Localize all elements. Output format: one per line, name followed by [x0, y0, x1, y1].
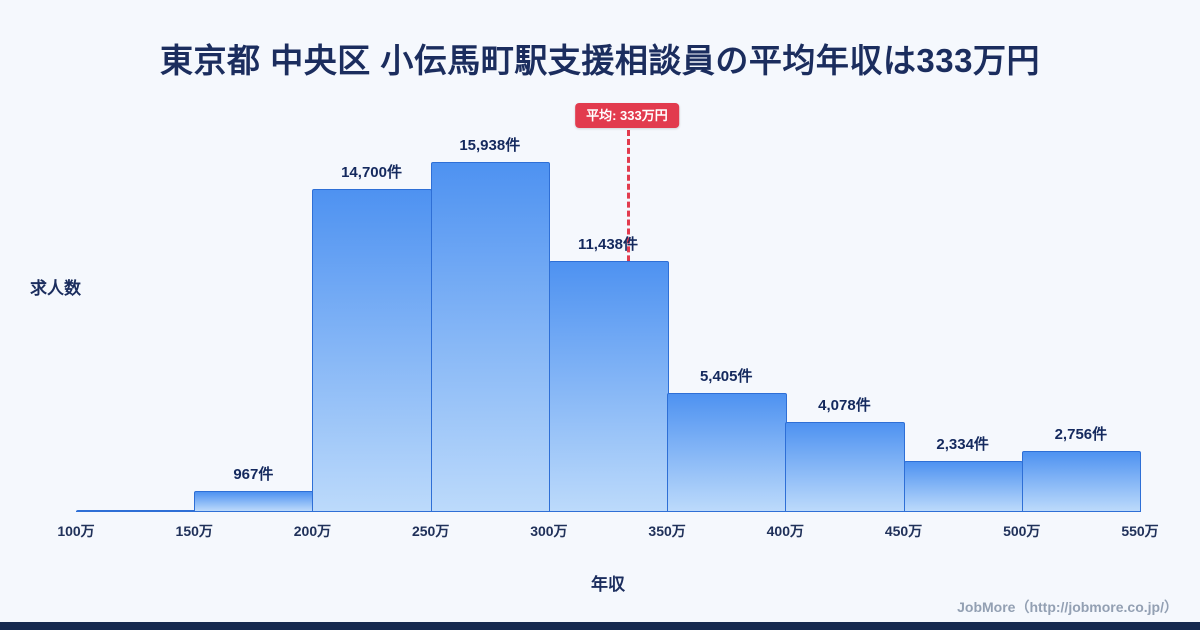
- bottom-stripe: [0, 622, 1200, 630]
- average-badge: 平均: 333万円: [575, 103, 679, 128]
- x-tick-250万: 250万: [411, 523, 450, 539]
- x-tick-100万: 100万: [57, 523, 95, 539]
- y-axis-label: 求人数: [30, 279, 81, 298]
- bar-150万-200万: [194, 490, 314, 512]
- bar-350万-400万: [667, 393, 787, 512]
- bar-value-label: 11,438件: [577, 235, 639, 253]
- x-tick-200万: 200万: [293, 523, 332, 539]
- x-tick-350万: 350万: [648, 523, 686, 539]
- bar-450万-500万: [903, 460, 1024, 512]
- bar-value-label: 14,700件: [341, 164, 402, 182]
- bar-500万-550万: [1021, 451, 1142, 512]
- bar-value-label: 15,938件: [459, 137, 521, 154]
- x-tick-450万: 450万: [884, 523, 923, 539]
- x-tick-550万: 550万: [1121, 523, 1159, 539]
- bar-100万-150万: [76, 510, 196, 512]
- x-tick-150万: 150万: [175, 523, 213, 539]
- bar-400万-450万: [785, 422, 906, 512]
- bar-value-label: 5,405件: [699, 368, 753, 386]
- bar-value-label: 2,756件: [1054, 426, 1108, 444]
- bar-value-label: 4,078件: [818, 397, 871, 415]
- bar-250万-300万: [430, 162, 551, 512]
- x-tick-500万: 500万: [1003, 523, 1041, 539]
- bar-value-label: 2,334件: [936, 435, 989, 453]
- x-tick-300万: 300万: [530, 523, 568, 539]
- footer-credit: JobMore（http://jobmore.co.jp/）: [957, 599, 1178, 615]
- bar-value-label: 967件: [233, 465, 274, 483]
- bar-200万-250万: [312, 189, 433, 512]
- x-tick-400万: 400万: [766, 523, 804, 539]
- chart-title: 東京都 中央区 小伝馬町駅支援相談員の平均年収は333万円: [160, 42, 1040, 79]
- bar-300万-350万: [548, 260, 669, 512]
- plot-area: 平均: 333万円 967件 14,700件 15,938件 11,438件 5,405…: [57, 100, 1159, 539]
- x-axis-label: 年収: [591, 575, 625, 594]
